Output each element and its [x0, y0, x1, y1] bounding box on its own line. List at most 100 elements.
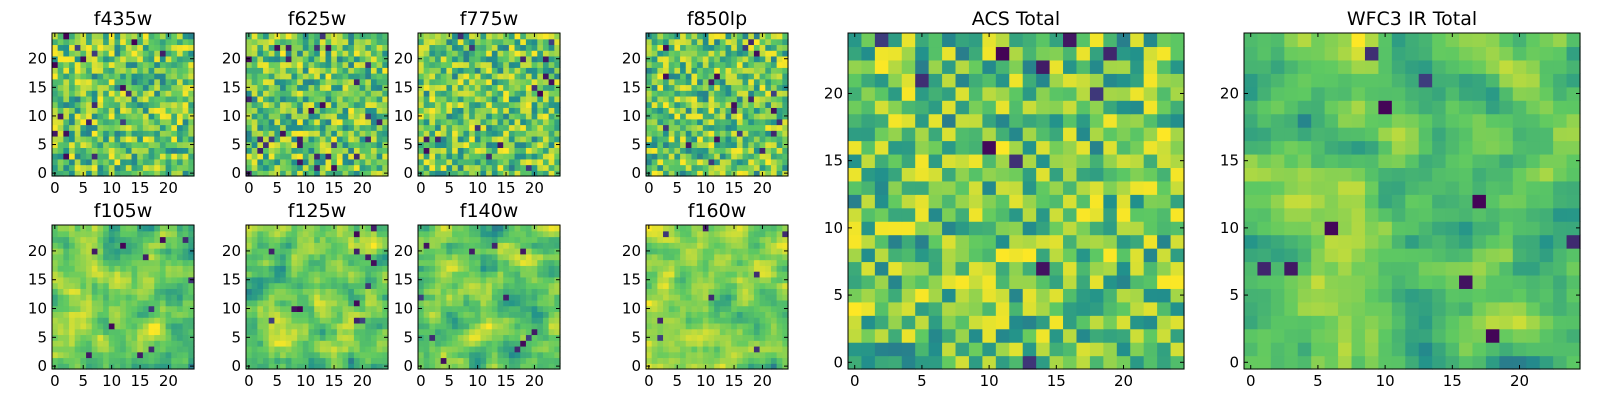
heatmap-cell [91, 44, 99, 51]
heatmap-cell [680, 67, 687, 74]
heatmap-cell [663, 135, 670, 143]
heatmap-cell [491, 230, 499, 238]
heatmap-cell [685, 153, 693, 160]
x-tick-label: 10 [102, 372, 121, 390]
heatmap-cell [131, 113, 138, 120]
heatmap-cell [171, 253, 178, 261]
heatmap-cell [319, 317, 327, 324]
heatmap-cell [319, 328, 327, 336]
heatmap-cell [759, 322, 766, 330]
heatmap-cell [353, 61, 361, 68]
heatmap-cell [663, 101, 670, 108]
heatmap-cell [142, 311, 150, 318]
heatmap-cell [263, 322, 270, 330]
heatmap-cell [731, 345, 738, 353]
heatmap-cell [331, 158, 338, 166]
heatmap-cell [336, 67, 344, 74]
heatmap-cell [176, 95, 184, 103]
heatmap-cell [548, 230, 555, 238]
heatmap-cell [429, 236, 436, 243]
heatmap-cell [302, 288, 310, 295]
heatmap-cell [651, 135, 658, 143]
heatmap-cell [359, 265, 366, 272]
heatmap-cell [365, 95, 372, 103]
heatmap-cell [469, 299, 476, 307]
heatmap-cell [742, 340, 749, 347]
heatmap-cell [114, 259, 121, 266]
heatmap-cell [480, 230, 487, 238]
heatmap-cell [657, 276, 664, 284]
heatmap-cell [429, 271, 436, 278]
heatmap-cell [365, 78, 372, 86]
heatmap-cell [154, 33, 161, 40]
heatmap-cell [748, 164, 755, 171]
heatmap-cell [376, 311, 383, 318]
heatmap-cell [725, 78, 732, 86]
heatmap-cell [280, 328, 287, 336]
heatmap-cell [74, 84, 81, 91]
heatmap-cell [154, 135, 161, 143]
heatmap-cell [148, 107, 155, 114]
heatmap-cell [697, 345, 704, 353]
heatmap-cell [359, 90, 366, 97]
heatmap-cell [418, 158, 425, 166]
heatmap-cell [370, 253, 378, 261]
heatmap-cell [770, 357, 778, 364]
heatmap-cell [382, 328, 389, 336]
heatmap-cell [531, 334, 538, 341]
heatmap-cell [452, 107, 459, 114]
heatmap-cell [423, 317, 430, 324]
heatmap-cell [142, 334, 150, 341]
heatmap-cell [452, 230, 459, 238]
heatmap-cell [159, 351, 167, 359]
heatmap-cell [651, 158, 658, 166]
heatmap-cell [246, 299, 253, 307]
heatmap-cell [80, 322, 87, 330]
heatmap-cell [469, 90, 476, 97]
heatmap-cell [520, 248, 527, 255]
heatmap-cell [165, 153, 172, 160]
heatmap-cell [97, 101, 104, 108]
heatmap-cell [537, 107, 544, 114]
heatmap-cell [308, 50, 315, 57]
heatmap-cell [702, 135, 710, 143]
heatmap-cell [308, 328, 315, 336]
heatmap-cell [176, 311, 184, 318]
heatmap-cell [125, 345, 133, 353]
heatmap-cell [531, 259, 538, 266]
heatmap-cell [182, 334, 189, 341]
heatmap-cell [86, 84, 93, 91]
heatmap-cell [697, 357, 704, 364]
heatmap-cell [246, 322, 253, 330]
heatmap-cell [257, 67, 264, 74]
heatmap-cell [246, 357, 253, 364]
heatmap-cell [291, 276, 298, 284]
heatmap-cell [429, 101, 436, 108]
heatmap-cell [770, 170, 778, 177]
heatmap-cell [120, 328, 127, 336]
y-tick-label: 15 [394, 78, 413, 96]
heatmap-cell [359, 288, 366, 295]
heatmap-cell [86, 351, 93, 359]
heatmap-cell [531, 130, 538, 137]
heatmap-cell [336, 164, 344, 171]
heatmap-cell [131, 124, 138, 131]
heatmap-cell [469, 271, 476, 278]
heatmap-cell [263, 253, 270, 261]
heatmap-cell [125, 265, 133, 272]
heatmap-cell [708, 288, 715, 295]
heatmap-cell [497, 44, 504, 51]
heatmap-cell [486, 38, 493, 46]
heatmap-cell [263, 357, 270, 364]
heatmap-cell [742, 84, 749, 91]
heatmap-cell [69, 259, 76, 266]
heatmap-cell [440, 153, 447, 160]
heatmap-cell [137, 357, 144, 364]
heatmap-cell [80, 78, 87, 86]
heatmap-cell [325, 84, 332, 91]
heatmap-cell [480, 322, 487, 330]
heatmap-cell [370, 44, 378, 51]
heatmap-cell [370, 61, 378, 68]
heatmap-cell [714, 351, 721, 359]
heatmap-cell [137, 147, 144, 154]
